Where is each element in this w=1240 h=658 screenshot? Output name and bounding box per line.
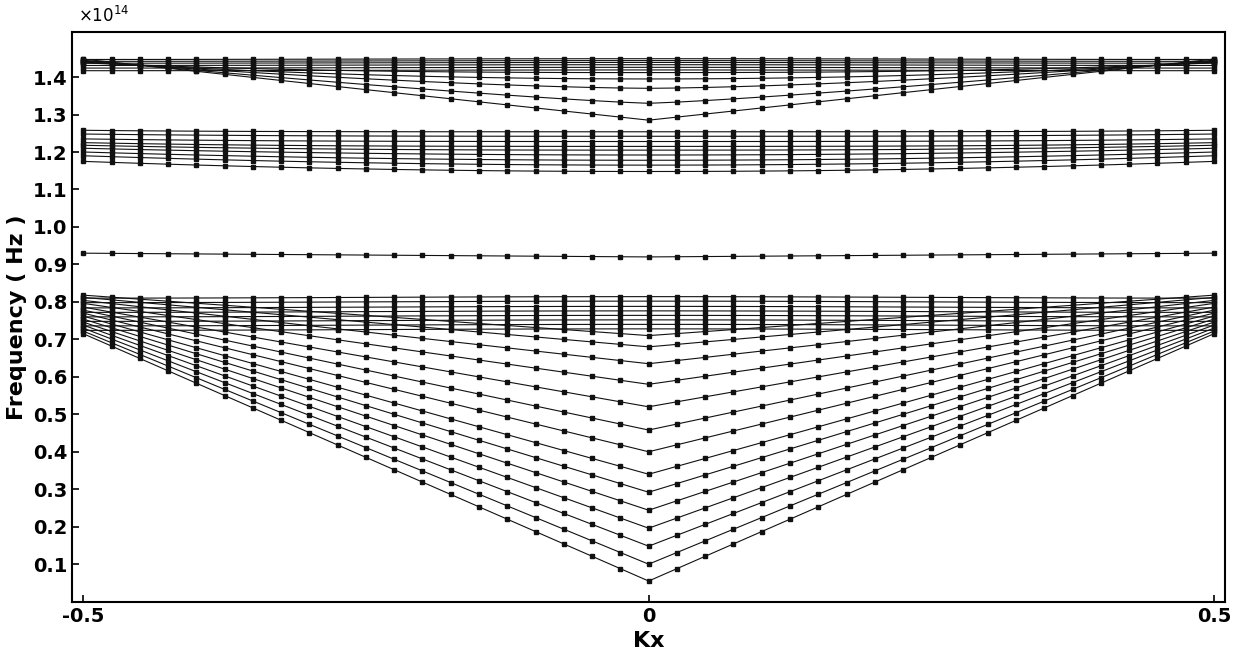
Text: $\times 10^{14}$: $\times 10^{14}$ bbox=[78, 7, 129, 26]
X-axis label: Kx: Kx bbox=[632, 631, 665, 651]
Y-axis label: Frequency ( Hz ): Frequency ( Hz ) bbox=[7, 214, 27, 420]
